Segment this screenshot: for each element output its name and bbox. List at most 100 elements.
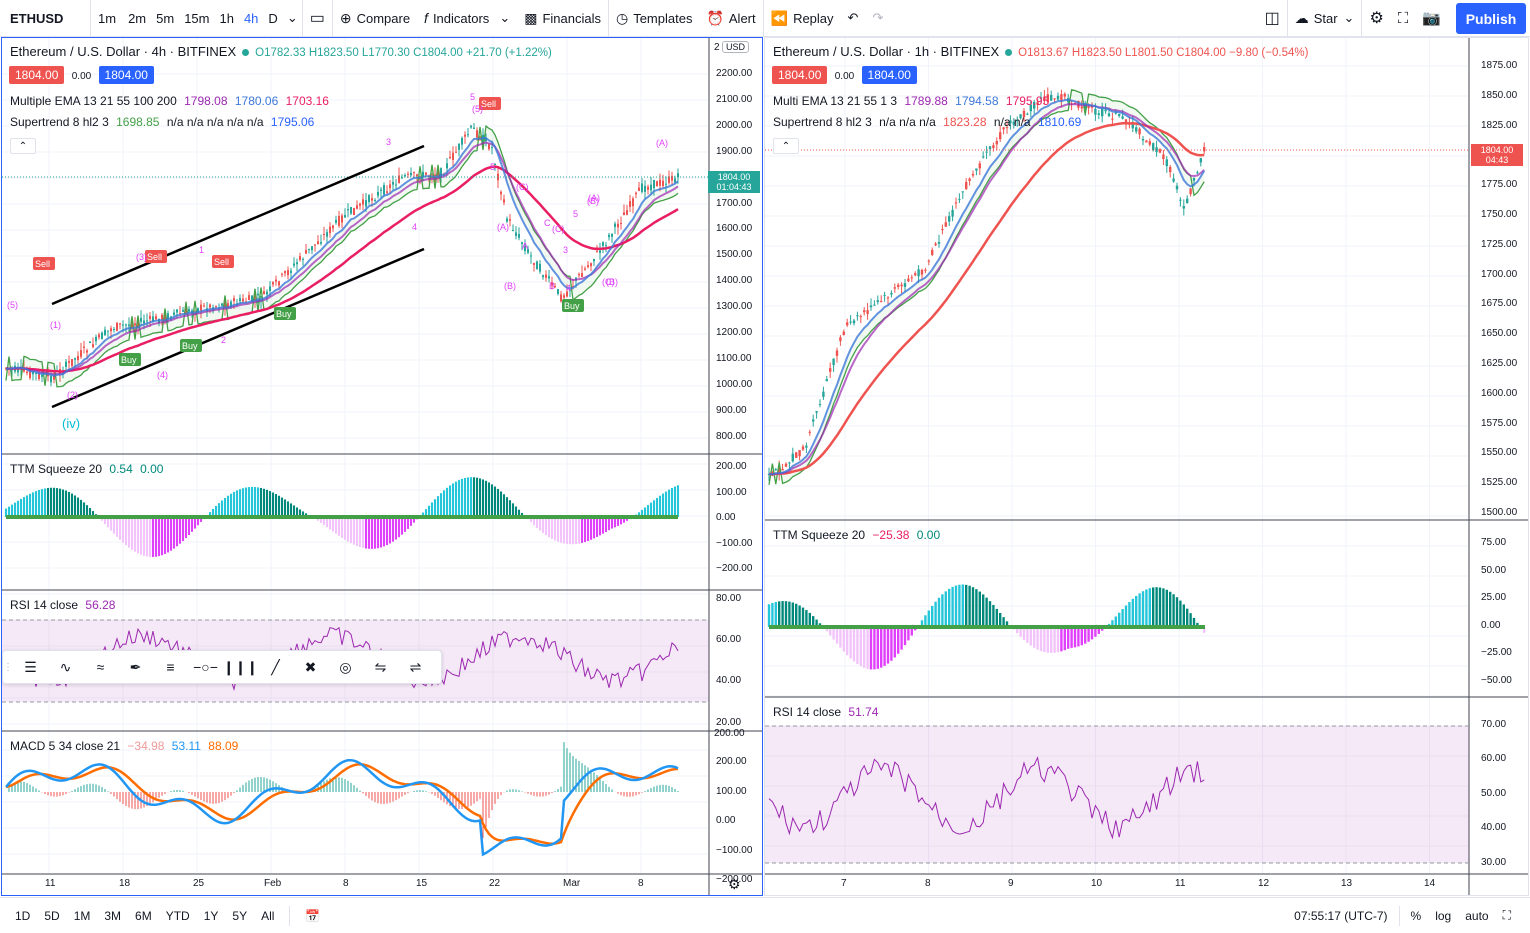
- left-chart-panel[interactable]: Sell Sell Sell Sell Buy Buy Buy Buy (5) (iv) (1) (2…: [1, 37, 763, 896]
- wave-label: 1: [199, 245, 204, 255]
- interval-15m[interactable]: 15m: [184, 10, 210, 26]
- candle-body: [407, 173, 409, 175]
- auto-toggle[interactable]: auto: [1465, 908, 1489, 923]
- snapshot-button[interactable]: 📷: [1415, 0, 1448, 37]
- publish-button[interactable]: Publish: [1456, 3, 1526, 34]
- interval-5m[interactable]: 5m: [156, 10, 175, 26]
- range-1m[interactable]: 1M: [73, 908, 91, 923]
- alarm-clock-icon: ⏰: [706, 9, 724, 26]
- indicators-button[interactable]: f Indicators ⌄: [417, 0, 517, 37]
- channel-line: [51, 144, 425, 306]
- candle-body: [944, 222, 947, 227]
- log-toggle[interactable]: log: [1435, 908, 1452, 923]
- candle-body: [314, 244, 316, 246]
- candle-body: [593, 259, 595, 262]
- compare-button[interactable]: ⊕ Compare: [333, 0, 417, 37]
- left-countdown: 01:04:43: [716, 182, 752, 192]
- candle-body: [308, 248, 310, 250]
- buy-price-button[interactable]: 1804.00: [98, 66, 154, 84]
- macd-axis-label: −100.00: [716, 844, 753, 856]
- candle-body: [825, 379, 828, 382]
- range-ytd[interactable]: YTD: [165, 908, 190, 923]
- range-tool[interactable]: ⇋: [363, 650, 398, 684]
- candle-body: [1138, 128, 1141, 135]
- candle-body: [347, 209, 349, 211]
- sell-price-button[interactable]: 1804.00: [772, 66, 828, 84]
- layout-button[interactable]: ◫: [1258, 0, 1287, 37]
- candle-body: [560, 294, 562, 302]
- redo-button[interactable]: ↷: [865, 0, 890, 37]
- candle-body: [617, 223, 619, 228]
- interval-2m[interactable]: 2m: [128, 10, 147, 26]
- clock-timezone[interactable]: 07:55:17 (UTC-7): [1294, 908, 1388, 923]
- interval-4h[interactable]: 4h: [243, 10, 259, 26]
- fullscreen-button[interactable]: ⛶: [1391, 0, 1416, 37]
- supertrend-value-3: 1795.06: [270, 115, 315, 129]
- vertical-lines-tool[interactable]: ❙❙❙: [223, 650, 258, 684]
- date-range-button[interactable]: 📅: [298, 909, 327, 923]
- star-button[interactable]: ☁ Star ⌄: [1288, 0, 1362, 37]
- fib-tool[interactable]: ≡: [153, 650, 188, 684]
- range-5y[interactable]: 5Y: [232, 908, 248, 923]
- wave-tool[interactable]: ∿: [48, 650, 83, 684]
- right-chart-panel[interactable]: Ethereum / U.S. Dollar · 1h · BITFINEX O1…: [764, 37, 1529, 896]
- candle-body: [859, 316, 862, 318]
- candle-body: [356, 205, 358, 209]
- range-6m[interactable]: 6M: [135, 908, 152, 923]
- projection-tool[interactable]: ⇌: [398, 650, 433, 684]
- collapse-legend-button[interactable]: ⌃: [773, 138, 799, 154]
- alert-button[interactable]: ⏰ Alert: [699, 0, 762, 37]
- candle-body: [975, 168, 978, 171]
- brush-tool[interactable]: ✒: [118, 650, 153, 684]
- interval-1m[interactable]: 1m: [98, 10, 117, 26]
- range-all[interactable]: All: [261, 908, 275, 923]
- price-axis-label: 1875.00: [1481, 60, 1518, 71]
- candle-body: [371, 198, 373, 201]
- interval-d[interactable]: D: [268, 10, 278, 26]
- horizontal-lines-tool[interactable]: ☰: [13, 650, 48, 684]
- currency-badge[interactable]: USD: [722, 41, 750, 53]
- candle-body: [527, 249, 529, 253]
- abc-wave-tool[interactable]: ≈: [83, 650, 118, 684]
- candle-body: [641, 183, 643, 192]
- macd-value: 53.11: [171, 739, 201, 753]
- right-chart-canvas[interactable]: [765, 38, 1529, 896]
- settings-button[interactable]: ⚙: [1362, 0, 1390, 37]
- wave-label: (5): [7, 300, 18, 310]
- pattern-tool[interactable]: ✖: [293, 650, 328, 684]
- price-axis-label: 2100.00: [716, 93, 753, 105]
- candle-body: [140, 317, 142, 322]
- interval-1h[interactable]: 1h: [219, 10, 234, 26]
- candle-body: [988, 146, 992, 149]
- chart-type-button[interactable]: ▭: [303, 0, 332, 37]
- gear-icon[interactable]: ⚙: [728, 876, 741, 892]
- left-chart-canvas[interactable]: Sell Sell Sell Sell Buy Buy Buy Buy (5) (iv) (1) (2…: [2, 38, 763, 896]
- price-axis-label: 2000.00: [716, 119, 753, 131]
- drag-handle-icon[interactable]: ⋮: [3, 661, 13, 673]
- buy-price-button[interactable]: 1804.00: [861, 66, 917, 84]
- collapse-legend-button[interactable]: ⌃: [10, 138, 36, 154]
- alert-label: Alert: [728, 10, 756, 26]
- horizontal-ray-tool[interactable]: −○−: [188, 650, 223, 684]
- ttm-axis-label: −25.00: [1481, 647, 1512, 659]
- percent-toggle[interactable]: %: [1410, 908, 1422, 923]
- replay-button[interactable]: ⏪ Replay: [764, 0, 841, 37]
- candle-body: [778, 467, 781, 474]
- templates-button[interactable]: ◷ Templates: [609, 0, 699, 37]
- candle-body: [251, 295, 253, 301]
- maximize-button[interactable]: ⛶: [1496, 908, 1518, 923]
- trend-line-tool[interactable]: ╱: [258, 650, 293, 684]
- financials-button[interactable]: ▩ Financials: [517, 0, 608, 37]
- symbol-search[interactable]: ETHUSD: [10, 10, 64, 26]
- candle-body: [392, 181, 394, 185]
- range-3m[interactable]: 3M: [104, 908, 122, 923]
- magnet-tool[interactable]: ◎: [328, 650, 363, 684]
- chevron-down-icon[interactable]: ⌄: [286, 10, 298, 25]
- range-1y[interactable]: 1Y: [203, 908, 219, 923]
- candle-body: [1087, 106, 1090, 109]
- range-5d[interactable]: 5D: [44, 908, 60, 923]
- range-1d[interactable]: 1D: [15, 908, 31, 923]
- undo-button[interactable]: ↶: [841, 0, 866, 37]
- sell-price-button[interactable]: 1804.00: [9, 66, 65, 84]
- right-countdown: 04:43: [1485, 155, 1509, 165]
